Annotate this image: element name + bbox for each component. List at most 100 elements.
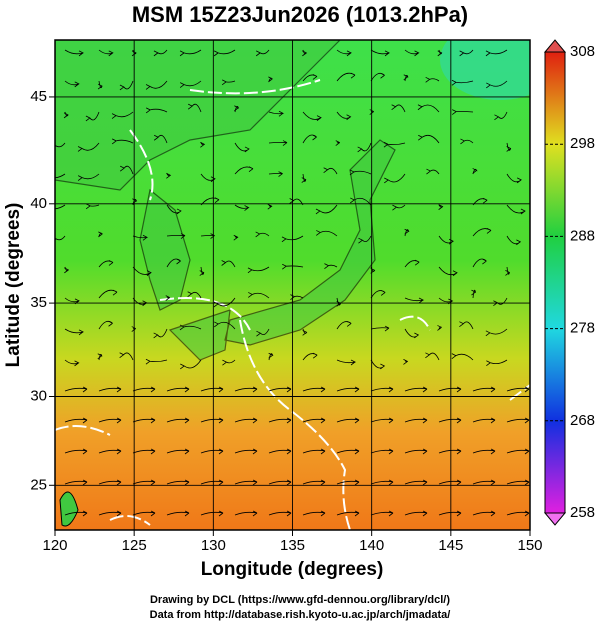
streamline bbox=[472, 510, 496, 517]
streamline bbox=[324, 263, 338, 269]
streamline bbox=[404, 259, 420, 268]
streamline bbox=[200, 233, 215, 239]
streamline bbox=[370, 49, 391, 57]
credit: Drawing by DCL (https://www.gfd-dennou.o… bbox=[150, 594, 450, 606]
streamline bbox=[282, 263, 304, 270]
streamline bbox=[234, 479, 258, 486]
streamline bbox=[132, 479, 156, 486]
streamline bbox=[111, 111, 134, 119]
streamline bbox=[460, 138, 474, 145]
streamline bbox=[187, 103, 202, 113]
streamline bbox=[179, 49, 202, 57]
streamline bbox=[358, 235, 372, 244]
streamline bbox=[370, 479, 394, 486]
streamline bbox=[336, 321, 352, 330]
streamline bbox=[268, 140, 288, 146]
streamline bbox=[234, 105, 240, 113]
streamline bbox=[336, 479, 360, 486]
streamline bbox=[153, 49, 168, 57]
streamline bbox=[64, 479, 88, 486]
streamline bbox=[336, 111, 352, 121]
streamline bbox=[506, 417, 530, 424]
streamline bbox=[64, 359, 80, 367]
streamline bbox=[289, 198, 304, 206]
streamline bbox=[98, 289, 118, 299]
streamline bbox=[200, 141, 206, 148]
streamline bbox=[357, 142, 372, 153]
streamline bbox=[132, 448, 156, 455]
streamline bbox=[438, 266, 458, 277]
streamline bbox=[77, 173, 100, 181]
streamline bbox=[111, 138, 134, 145]
streamline bbox=[85, 203, 100, 210]
streamline bbox=[256, 328, 270, 337]
streamline bbox=[98, 448, 122, 455]
streamline bbox=[132, 417, 156, 424]
streamline bbox=[301, 173, 307, 183]
streamline bbox=[459, 49, 474, 57]
streamline bbox=[336, 359, 357, 366]
x-tick-label: 135 bbox=[280, 537, 305, 554]
streamline bbox=[404, 328, 420, 339]
streamline bbox=[166, 258, 181, 268]
streamline bbox=[166, 417, 190, 424]
streamline bbox=[64, 510, 88, 517]
streamline bbox=[459, 321, 474, 330]
streamline bbox=[370, 325, 390, 332]
streamline bbox=[97, 353, 103, 361]
streamline bbox=[119, 165, 134, 175]
streamline bbox=[417, 104, 440, 113]
streamline bbox=[77, 142, 100, 152]
streamline bbox=[268, 510, 292, 517]
streamline bbox=[370, 448, 394, 455]
streamline bbox=[391, 104, 406, 113]
streamline bbox=[472, 168, 478, 175]
streamline bbox=[438, 510, 462, 517]
streamline bbox=[179, 324, 202, 331]
streamline bbox=[234, 448, 258, 455]
streamline bbox=[153, 134, 168, 144]
streamline bbox=[166, 479, 190, 486]
x-tick-label: 150 bbox=[517, 537, 542, 554]
streamline bbox=[145, 358, 168, 365]
colorbar-arrow-bottom bbox=[543, 512, 567, 526]
coastline bbox=[55, 40, 396, 361]
streamline bbox=[383, 141, 406, 148]
streamline bbox=[98, 49, 114, 57]
streamline bbox=[418, 134, 440, 144]
streamline bbox=[268, 171, 283, 177]
streamline bbox=[98, 231, 103, 238]
streamline bbox=[350, 197, 372, 206]
streamline bbox=[404, 479, 428, 486]
streamline bbox=[336, 510, 360, 517]
y-tick-label: 40 bbox=[30, 195, 47, 212]
streamline bbox=[187, 291, 202, 299]
streamline bbox=[268, 479, 292, 486]
streamline bbox=[370, 386, 394, 393]
y-tick-label: 25 bbox=[30, 476, 47, 493]
x-tick-label: 120 bbox=[42, 537, 67, 554]
streamline bbox=[268, 352, 274, 361]
streamline bbox=[506, 479, 530, 486]
streamline bbox=[166, 510, 190, 517]
streamline bbox=[486, 80, 508, 89]
streamline bbox=[486, 359, 508, 367]
streamline bbox=[248, 292, 270, 299]
streamline bbox=[437, 325, 442, 331]
colorbar-tick-label: 298 bbox=[570, 135, 595, 152]
streamline bbox=[302, 49, 307, 57]
streamline bbox=[403, 74, 409, 82]
y-tick-label: 45 bbox=[30, 88, 47, 105]
streamline bbox=[268, 110, 285, 117]
streamline bbox=[438, 386, 462, 393]
streamline bbox=[200, 197, 220, 206]
streamline bbox=[302, 328, 308, 336]
streamline bbox=[472, 479, 496, 486]
streamline bbox=[166, 204, 182, 215]
streamline bbox=[98, 510, 122, 517]
streamline bbox=[472, 197, 488, 206]
streamline bbox=[166, 233, 186, 239]
streamline bbox=[221, 260, 236, 268]
streamline bbox=[302, 510, 326, 517]
